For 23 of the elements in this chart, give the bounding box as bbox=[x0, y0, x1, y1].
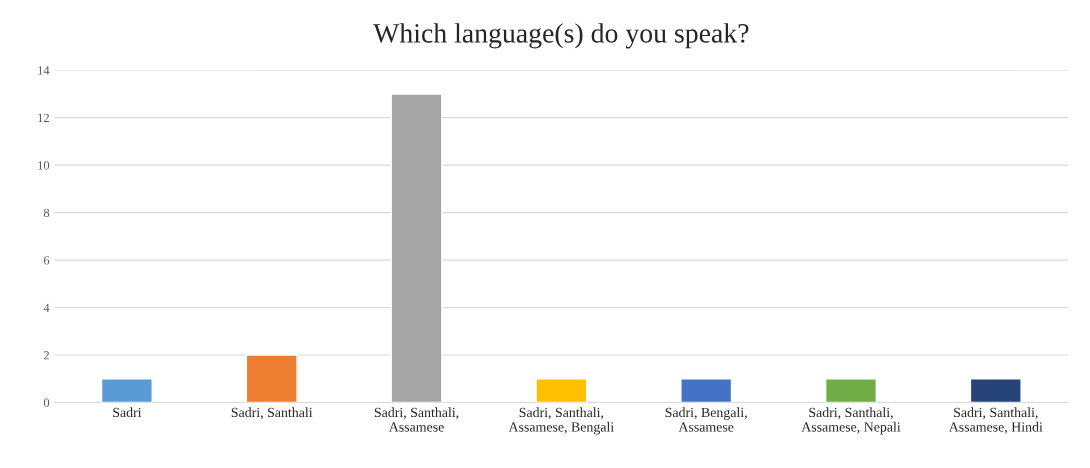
y-tick-label: 6 bbox=[43, 256, 50, 265]
y-tick-label: 14 bbox=[38, 66, 50, 75]
y-tick-label: 4 bbox=[43, 303, 50, 312]
x-tick-label: Sadri, Santhali, Assamese bbox=[374, 407, 459, 432]
chart-title: Which language(s) do you speak? bbox=[373, 23, 749, 49]
x-tick-label: Sadri, Santhali, Assamese, Bengali bbox=[508, 407, 614, 435]
x-tick-label: Sadri, Bengali, Assamese bbox=[665, 407, 747, 432]
x-tick-label: Sadri, Santhali, Assamese, Nepali bbox=[801, 407, 901, 435]
y-tick-label: 12 bbox=[38, 113, 49, 123]
bar bbox=[100, 378, 153, 403]
bar bbox=[824, 378, 878, 403]
x-tick-label: Sadri, Santhali, Assamese, Hindi bbox=[948, 407, 1043, 434]
y-tick-label: 8 bbox=[43, 208, 50, 218]
x-tick-label: Sadri bbox=[113, 407, 142, 418]
bar bbox=[969, 378, 1022, 403]
x-tick-label: Sadri, Santhali bbox=[231, 407, 313, 420]
y-tick-label: 0 bbox=[43, 398, 50, 407]
y-tick-label: 10 bbox=[38, 161, 50, 170]
bar bbox=[245, 354, 298, 403]
bar bbox=[535, 378, 588, 403]
bar bbox=[390, 93, 443, 403]
y-tick-label: 2 bbox=[43, 351, 49, 360]
bar bbox=[680, 378, 733, 403]
